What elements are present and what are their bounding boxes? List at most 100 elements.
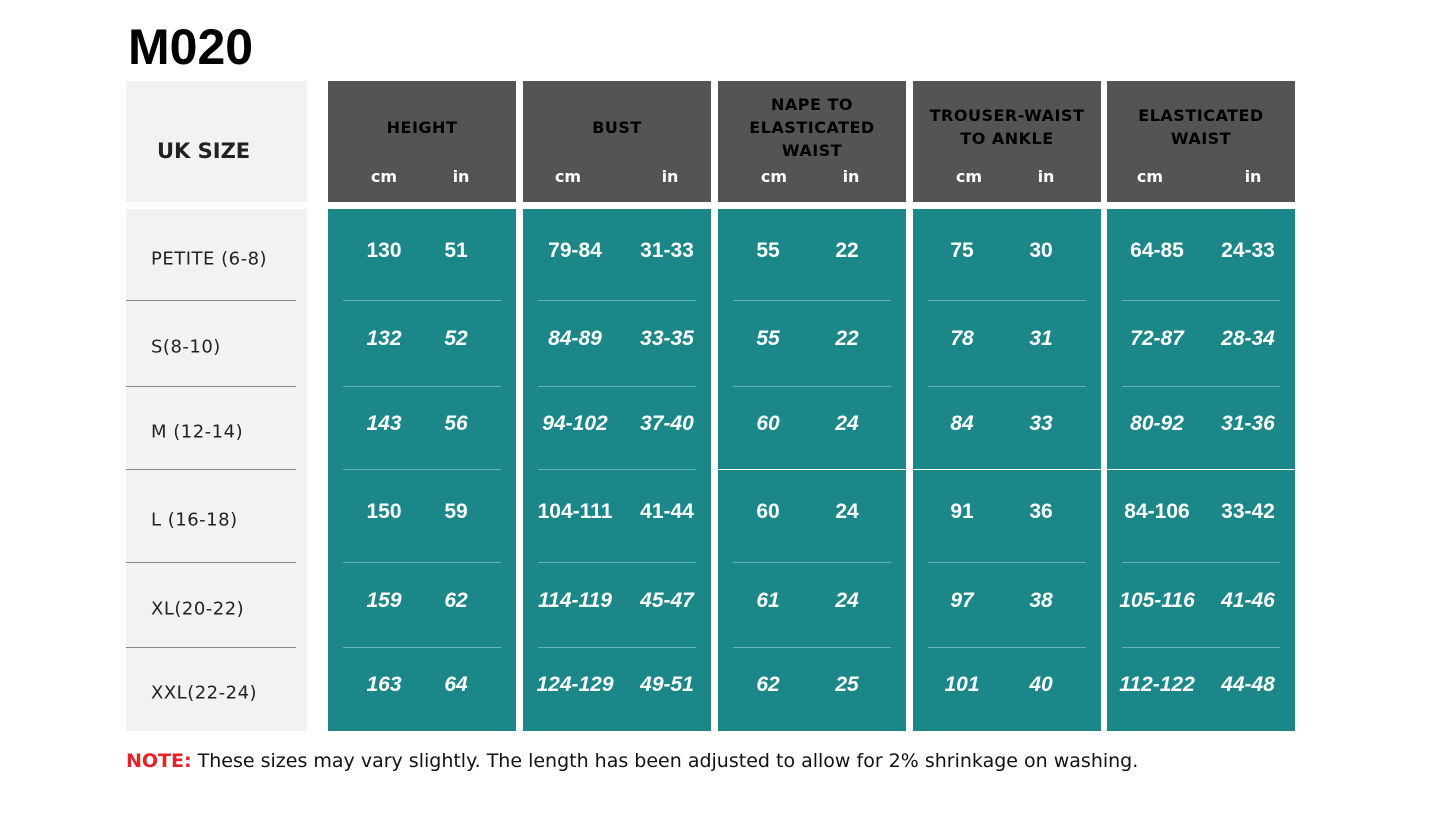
cell-value: 60 bbox=[756, 499, 780, 523]
row-divider bbox=[343, 300, 501, 301]
unit-label: in bbox=[842, 167, 860, 186]
cell-value: 28-34 bbox=[1221, 327, 1275, 350]
row-divider bbox=[928, 647, 1086, 648]
cell-value: 94-102 bbox=[542, 411, 608, 435]
row-divider bbox=[538, 647, 696, 648]
cell-value: 49-51 bbox=[640, 673, 694, 696]
cell-value: 62 bbox=[444, 588, 468, 612]
size-label: M (12-14) bbox=[151, 421, 244, 442]
cell-value: 40 bbox=[1029, 673, 1053, 696]
unit-label: cm bbox=[370, 167, 398, 186]
cell-value: 55 bbox=[756, 327, 780, 350]
title: M020 bbox=[128, 19, 254, 75]
cell-value: 64 bbox=[444, 673, 468, 696]
size-divider bbox=[126, 647, 296, 648]
row-divider bbox=[733, 647, 891, 648]
cell-value: 38 bbox=[1029, 588, 1053, 612]
column-body bbox=[523, 209, 711, 731]
cell-value: 22 bbox=[835, 327, 859, 350]
cell-value: 37-40 bbox=[640, 411, 694, 435]
cell-value: 104-111 bbox=[537, 499, 613, 523]
row-divider bbox=[1107, 469, 1295, 470]
row-divider bbox=[1122, 386, 1280, 387]
size-label: XL(20-22) bbox=[151, 598, 245, 619]
cell-value: 24 bbox=[835, 588, 859, 612]
cell-value: 97 bbox=[950, 588, 974, 612]
cell-value: 79-84 bbox=[548, 238, 602, 262]
size-divider bbox=[126, 562, 296, 563]
size-label: PETITE (6-8) bbox=[151, 248, 268, 269]
note-text: These sizes may vary slightly. The lengt… bbox=[197, 750, 1139, 772]
row-divider bbox=[538, 469, 696, 470]
cell-value: 75 bbox=[950, 238, 974, 262]
row-divider bbox=[1122, 300, 1280, 301]
cell-value: 60 bbox=[756, 411, 780, 435]
cell-value: 56 bbox=[444, 411, 468, 435]
cell-value: 30 bbox=[1029, 238, 1053, 262]
cell-value: 36 bbox=[1029, 499, 1053, 523]
cell-value: 101 bbox=[944, 673, 980, 696]
row-divider bbox=[538, 300, 696, 301]
cell-value: 31 bbox=[1029, 327, 1053, 350]
cell-value: 143 bbox=[366, 411, 402, 435]
cell-value: 31-33 bbox=[640, 238, 694, 262]
size-divider bbox=[126, 386, 296, 387]
cell-value: 64-85 bbox=[1130, 238, 1184, 262]
size-label: S(8-10) bbox=[151, 336, 221, 358]
size-column bbox=[126, 209, 307, 731]
cell-value: 31-36 bbox=[1221, 411, 1275, 435]
cell-value: 114-119 bbox=[538, 588, 612, 612]
column-header bbox=[913, 81, 1101, 202]
cell-value: 33-42 bbox=[1221, 499, 1275, 523]
row-divider bbox=[733, 386, 891, 387]
cell-value: 159 bbox=[366, 588, 402, 612]
cell-value: 24 bbox=[835, 411, 859, 435]
row-divider bbox=[718, 469, 906, 470]
cell-value: 84-106 bbox=[1124, 499, 1190, 523]
row-divider bbox=[1122, 647, 1280, 648]
unit-label: in bbox=[452, 167, 470, 186]
cell-value: 80-92 bbox=[1130, 411, 1184, 435]
cell-value: 132 bbox=[366, 327, 402, 350]
unit-label: cm bbox=[1136, 167, 1164, 186]
size-label: XXL(22-24) bbox=[151, 682, 258, 704]
row-divider bbox=[733, 562, 891, 563]
cell-value: 24 bbox=[835, 499, 859, 523]
cell-value: 44-48 bbox=[1221, 673, 1275, 696]
row-divider bbox=[343, 647, 501, 648]
cell-value: 61 bbox=[756, 588, 780, 612]
cell-value: 62 bbox=[756, 673, 780, 696]
size-divider bbox=[126, 300, 296, 301]
cell-value: 25 bbox=[835, 673, 859, 696]
cell-value: 24-33 bbox=[1221, 238, 1275, 262]
column-header bbox=[1107, 81, 1295, 202]
unit-label: in bbox=[661, 167, 679, 186]
cell-value: 41-46 bbox=[1221, 588, 1275, 612]
column-body bbox=[328, 209, 516, 731]
cell-value: 51 bbox=[444, 238, 468, 262]
unit-label: cm bbox=[554, 167, 582, 186]
size-divider bbox=[126, 469, 296, 470]
column-title: BUST bbox=[592, 117, 642, 137]
column-title: HEIGHT bbox=[386, 117, 458, 137]
cell-value: 112-122 bbox=[1119, 673, 1195, 696]
size-header: UK SIZE bbox=[157, 139, 251, 163]
note-label: NOTE: bbox=[126, 750, 192, 772]
row-divider bbox=[928, 562, 1086, 563]
cell-value: 59 bbox=[444, 499, 468, 523]
cell-value: 150 bbox=[366, 499, 402, 523]
row-divider bbox=[733, 300, 891, 301]
cell-value: 33 bbox=[1029, 411, 1053, 435]
cell-value: 72-87 bbox=[1130, 327, 1184, 350]
cell-value: 33-35 bbox=[640, 327, 694, 350]
cell-value: 163 bbox=[366, 673, 402, 696]
cell-value: 22 bbox=[835, 238, 859, 262]
cell-value: 84 bbox=[950, 411, 974, 435]
column-header bbox=[718, 81, 906, 202]
row-divider bbox=[343, 469, 501, 470]
row-divider bbox=[913, 469, 1101, 470]
size-header-cell bbox=[126, 81, 307, 202]
cell-value: 78 bbox=[950, 327, 974, 350]
column-body bbox=[1107, 209, 1295, 731]
row-divider bbox=[928, 386, 1086, 387]
